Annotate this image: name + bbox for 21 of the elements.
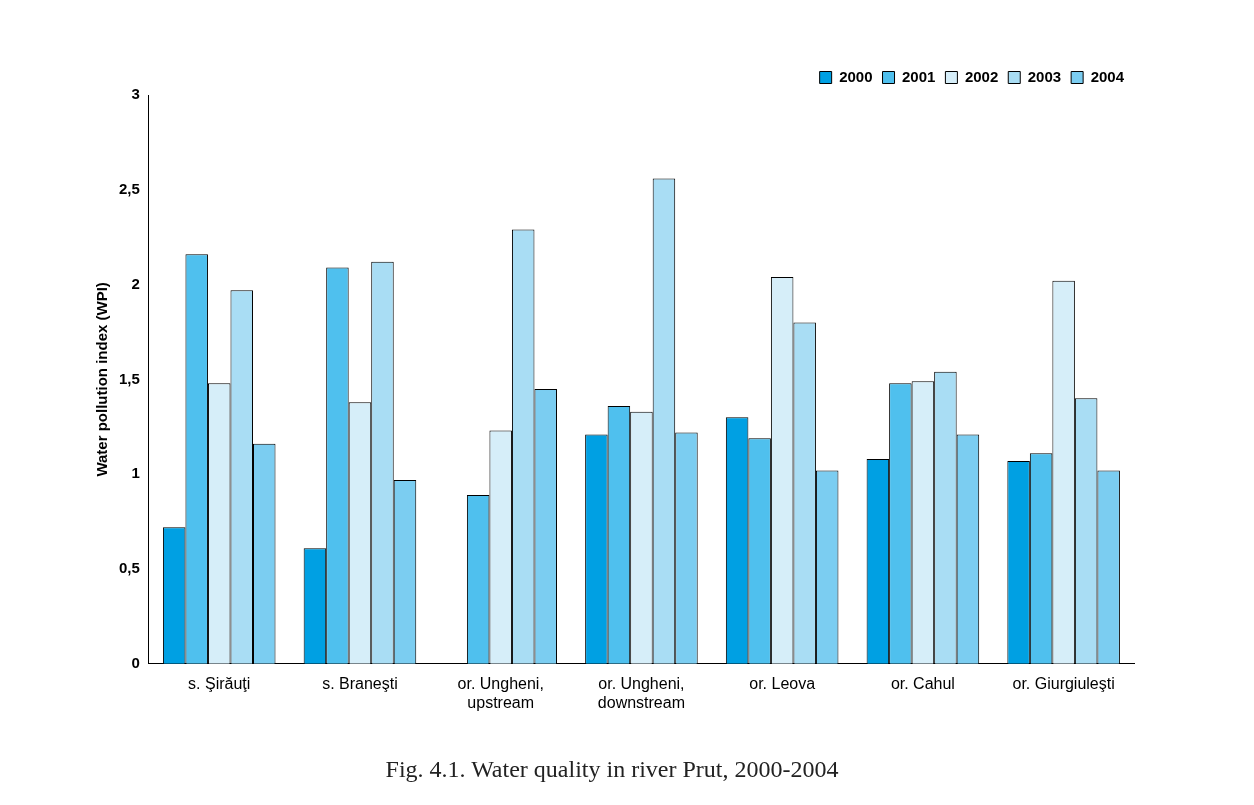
x-tick-label: or. Ungheni, downstream xyxy=(597,674,685,712)
y-axis-title: Water pollution index (WPI) xyxy=(93,282,111,477)
y-tick-label: 1,5 xyxy=(118,369,140,387)
y-tick-label: 3 xyxy=(131,85,140,103)
text: Fig. 4.1. Water quality in river Prut, 2000-2004 xyxy=(385,755,839,782)
legend-label: 2002 xyxy=(964,67,999,85)
y-tick-label: 2,5 xyxy=(118,179,140,197)
x-tick-label: or. Giurgiuleşti xyxy=(1012,674,1115,692)
y-tick-label: 0 xyxy=(131,653,140,671)
y-tick-label: 2 xyxy=(131,274,140,292)
y-tick-label: 1 xyxy=(131,464,140,482)
legend-label: 2004 xyxy=(1090,67,1125,85)
y-tick-label: 0,5 xyxy=(118,559,140,577)
legend-label: 2000 xyxy=(839,67,873,85)
x-tick-label: s. Şirăuţi xyxy=(188,674,251,692)
x-tick-label: or. Ungheni, upstream xyxy=(457,674,544,712)
legend-label: 2003 xyxy=(1027,67,1062,85)
legend-label: 2001 xyxy=(902,67,936,85)
x-tick-label: s. Braneşti xyxy=(322,674,398,692)
x-tick-label: or. Leova xyxy=(749,674,816,692)
x-tick-label: or. Cahul xyxy=(890,674,955,692)
